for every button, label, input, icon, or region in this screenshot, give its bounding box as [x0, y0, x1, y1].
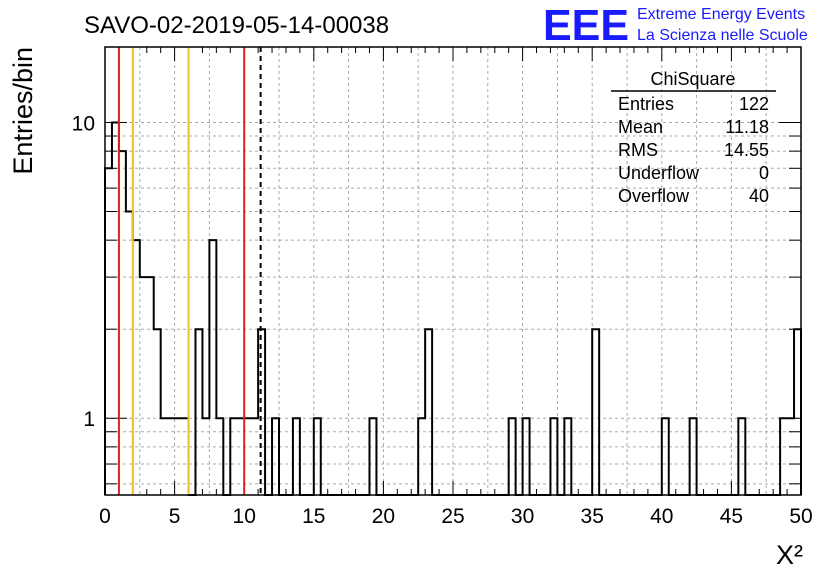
histogram-bin [787, 418, 794, 495]
stats-box: ChiSquare Entries 122 Mean 11.18 RMS 14.… [611, 69, 776, 206]
x-tick-label: 25 [441, 505, 464, 528]
x-tick-label: 40 [650, 505, 673, 528]
histogram-bin [147, 277, 154, 495]
logo-line-1: Extreme Energy Events [637, 6, 805, 23]
histogram-bin [237, 418, 244, 495]
histogram-bin [230, 418, 237, 495]
histogram-bin [112, 122, 119, 495]
x-tick-label: 35 [581, 505, 604, 528]
tick-labels: 0 5 10 15 20 25 30 35 40 45 50 1 10 [72, 112, 813, 528]
histogram-bin [126, 212, 133, 495]
histogram-bin [161, 418, 168, 495]
stats-label-rms: RMS [618, 140, 658, 160]
x-tick-label: 15 [302, 505, 325, 528]
histogram-bin [523, 418, 530, 495]
histogram-bin [209, 240, 216, 495]
histogram-bin [550, 418, 557, 495]
histogram-bin [418, 418, 425, 495]
stats-value-overflow: 40 [749, 186, 769, 206]
histogram-bin [202, 418, 209, 495]
histogram-bin [244, 418, 251, 495]
histogram-bin [564, 418, 571, 495]
histogram-bin [272, 418, 279, 495]
plot-frame [104, 46, 802, 496]
histogram-bin [140, 277, 147, 495]
x-tick-label: 45 [720, 505, 743, 528]
y-tick-label: 1 [83, 408, 95, 431]
stats-label-entries: Entries [618, 94, 674, 114]
x-axis-title: X² [776, 540, 803, 570]
histogram-bin [195, 329, 202, 495]
reference-lines [117, 47, 262, 495]
x-tick-label: 0 [99, 505, 111, 528]
histogram-bin [592, 329, 599, 495]
logo-line-2: La Scienza nelle Scuole [637, 27, 808, 44]
stats-value-entries: 122 [739, 94, 769, 114]
histogram-bin [662, 418, 669, 495]
histogram-bin [509, 418, 516, 495]
x-tick-label: 10 [233, 505, 256, 528]
stats-value-mean: 11.18 [725, 117, 769, 137]
stats-value-rms: 14.55 [724, 140, 769, 160]
histogram-bin [780, 418, 787, 495]
histogram-bin [738, 418, 745, 495]
histogram-bin [794, 329, 801, 495]
x-tick-label: 30 [511, 505, 534, 528]
stats-label-mean: Mean [618, 117, 663, 137]
y-axis-title: Entries/bin [8, 47, 38, 175]
axis-ticks [104, 47, 802, 495]
histogram-bin [168, 418, 175, 495]
histogram-bin [119, 151, 126, 495]
eee-logo: EEE Extreme Energy Events La Scienza nel… [543, 1, 808, 50]
histogram-bin [216, 418, 223, 495]
logo-mark: EEE [543, 1, 629, 50]
stats-label-underflow: Underflow [618, 163, 700, 183]
histogram-bin [314, 418, 321, 495]
stats-value-underflow: 0 [759, 163, 769, 183]
x-tick-label: 20 [372, 505, 395, 528]
histogram-bin [293, 418, 300, 495]
histogram-bin [133, 240, 140, 495]
y-tick-label: 10 [72, 112, 95, 135]
histogram-bin [251, 418, 258, 495]
histogram-bin [105, 168, 112, 495]
histogram-bin [690, 418, 697, 495]
histogram-bin [175, 418, 182, 495]
x-tick-label: 50 [789, 505, 812, 528]
histogram-bin [182, 418, 189, 495]
histogram-bin [369, 418, 376, 495]
stats-title: ChiSquare [650, 69, 735, 89]
histogram-bin [154, 329, 161, 495]
x-tick-label: 5 [169, 505, 181, 528]
histogram-bin [425, 329, 432, 495]
stats-label-overflow: Overflow [618, 186, 690, 206]
chart-title: SAVO-02-2019-05-14-00038 [84, 12, 389, 39]
